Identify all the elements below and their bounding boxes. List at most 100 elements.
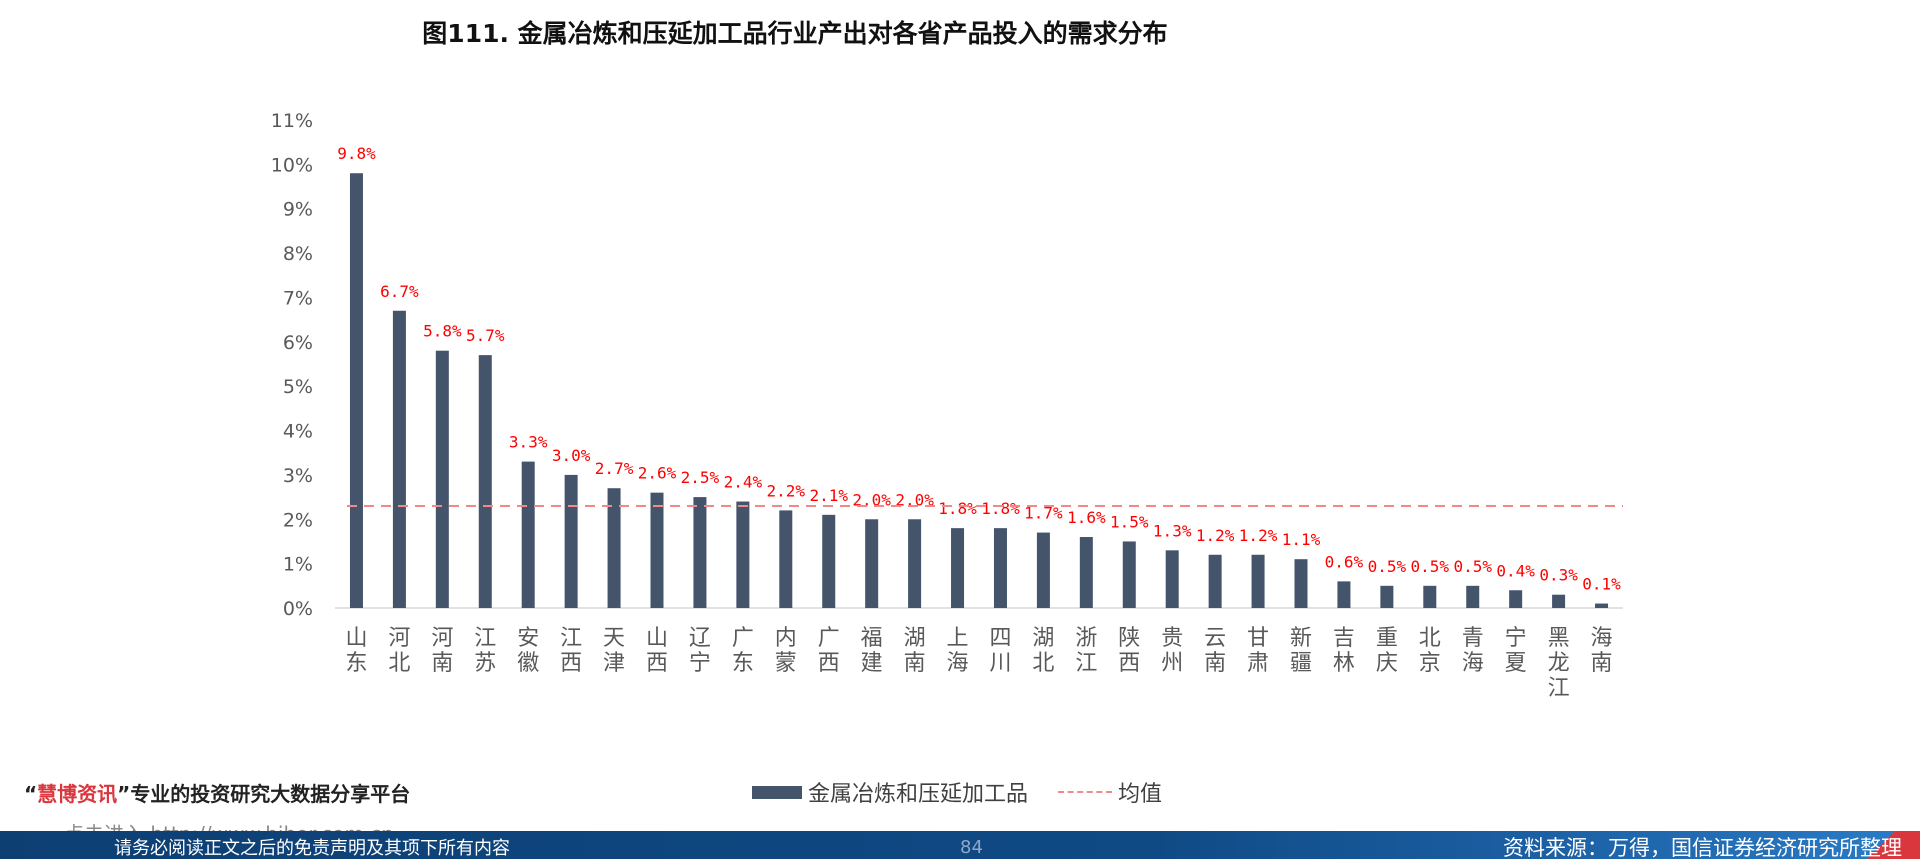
x-tick-label: 福建	[861, 626, 883, 676]
x-tick-label: 云南	[1204, 626, 1226, 676]
page-number: 84	[960, 837, 983, 858]
x-tick-label: 黑龙江	[1548, 626, 1570, 701]
x-tick-label: 宁夏	[1505, 626, 1527, 676]
bar-chart: 0% 1% 2% 3% 4% 5% 6% 7% 8% 9% 10% 11% 9.8% 山东 6.7% 河北 5.…	[271, 110, 1623, 701]
x-tick-label: 四川	[989, 626, 1011, 676]
legend-bar-swatch	[752, 785, 802, 799]
bar	[865, 519, 879, 608]
x-tick-label: 江西	[560, 626, 582, 676]
data-label: 2.5%	[681, 468, 720, 487]
bar	[1165, 550, 1179, 608]
y-tick-label: 7%	[283, 287, 313, 309]
legend-mean-label: 均值	[1118, 782, 1163, 807]
y-tick-label: 5%	[283, 376, 313, 398]
x-tick-label: 广东	[732, 626, 754, 676]
bar	[822, 514, 836, 608]
x-tick-label: 陕西	[1118, 626, 1140, 676]
data-label: 1.3%	[1153, 521, 1192, 540]
bar	[1294, 559, 1308, 608]
data-label: 1.1%	[1282, 530, 1321, 549]
bar	[693, 497, 707, 608]
chart-legend: 金属冶炼和压延加工品 均值	[752, 776, 1162, 808]
bar	[607, 488, 621, 608]
bar	[435, 350, 449, 608]
x-tick-label: 广西	[818, 626, 840, 676]
bar	[1466, 585, 1480, 608]
bar	[1251, 554, 1265, 608]
data-label: 0.5%	[1411, 557, 1450, 576]
x-tick-label: 上海	[947, 626, 969, 676]
bar	[650, 492, 664, 608]
data-label: 2.0%	[852, 490, 891, 509]
x-tick-label: 河北	[388, 626, 410, 676]
bar	[1036, 532, 1050, 608]
bar	[1079, 537, 1093, 608]
data-label: 2.6%	[638, 464, 677, 483]
data-label: 0.5%	[1453, 557, 1492, 576]
data-label: 1.6%	[1067, 508, 1106, 527]
footer-accent	[1860, 831, 1920, 859]
x-tick-label: 天津	[603, 626, 625, 676]
bar	[349, 173, 363, 608]
data-label: 1.7%	[1024, 504, 1063, 523]
x-tick-label: 北京	[1419, 626, 1441, 676]
promo-slogan: “慧博资讯”专业的投资研究大数据分享平台	[24, 778, 410, 807]
bar	[993, 528, 1007, 608]
data-label: 2.4%	[724, 473, 763, 492]
data-label: 3.0%	[552, 446, 591, 465]
x-tick-label: 湖南	[904, 626, 926, 676]
data-label: 2.0%	[895, 490, 934, 509]
data-label: 1.8%	[981, 499, 1020, 518]
bar	[779, 510, 793, 608]
x-tick-label: 新疆	[1290, 626, 1312, 676]
bar	[908, 519, 922, 608]
y-tick-label: 3%	[283, 465, 313, 487]
x-tick-label: 山西	[646, 626, 668, 676]
x-tick-label: 浙江	[1075, 626, 1097, 676]
data-label: 1.5%	[1110, 512, 1149, 531]
bar	[1595, 603, 1609, 608]
data-label: 1.2%	[1239, 526, 1278, 545]
data-label: 5.8%	[423, 322, 462, 341]
y-tick-label: 4%	[283, 421, 313, 443]
x-tick-label: 吉林	[1333, 626, 1355, 676]
x-tick-label: 辽宁	[689, 626, 711, 676]
bar	[1552, 594, 1566, 608]
data-label: 2.1%	[809, 486, 848, 505]
y-tick-label: 10%	[271, 154, 313, 176]
y-tick-label: 1%	[283, 554, 313, 576]
promo-quote-close: ”	[117, 782, 131, 806]
data-label: 0.3%	[1539, 566, 1578, 585]
footer-bar: 请务必阅读正文之后的免责声明及其项下所有内容 84 资料来源：万得，国信证券经济…	[0, 831, 1920, 859]
data-label: 5.7%	[466, 326, 505, 345]
promo-brand: 慧博资讯	[37, 782, 118, 806]
x-tick-label: 江苏	[474, 626, 496, 676]
bar	[564, 474, 578, 608]
y-tick-label: 8%	[283, 243, 313, 265]
data-source: 资料来源：万得，国信证券经济研究所整理	[1503, 836, 1902, 859]
bar	[1509, 590, 1523, 608]
x-tick-label: 青海	[1462, 626, 1484, 676]
x-tick-label: 重庆	[1376, 626, 1398, 676]
bar	[1380, 585, 1394, 608]
x-tick-label: 海南	[1591, 626, 1613, 676]
y-tick-label: 11%	[271, 110, 313, 132]
data-label: 3.3%	[509, 433, 548, 452]
x-tick-label: 贵州	[1161, 626, 1183, 676]
y-tick-label: 0%	[283, 598, 313, 620]
data-label: 0.1%	[1582, 575, 1621, 594]
bar	[1337, 581, 1351, 608]
data-label: 9.8%	[337, 144, 376, 163]
bar	[736, 501, 750, 608]
legend-mean-swatch	[1058, 791, 1113, 793]
data-label: 2.2%	[767, 481, 806, 500]
bar	[521, 461, 535, 608]
data-label: 1.8%	[938, 499, 977, 518]
bar	[1122, 541, 1136, 608]
data-label: 0.6%	[1325, 552, 1364, 571]
promo-text: 专业的投资研究大数据分享平台	[130, 782, 411, 806]
y-tick-label: 9%	[283, 199, 313, 221]
data-label: 0.4%	[1496, 561, 1535, 580]
promo-quote-open: “	[24, 782, 38, 806]
y-tick-label: 2%	[283, 509, 313, 531]
